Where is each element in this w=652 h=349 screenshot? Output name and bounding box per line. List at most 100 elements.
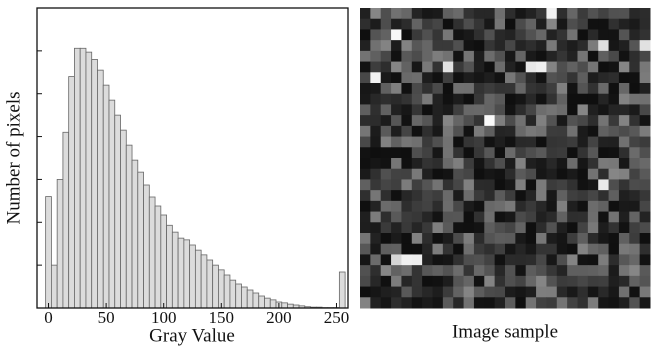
pixel — [484, 126, 495, 137]
pixel — [609, 254, 620, 265]
pixel — [381, 62, 392, 73]
pixel — [422, 104, 433, 115]
pixel — [505, 297, 516, 308]
pixel — [370, 19, 381, 30]
pixel — [567, 265, 578, 276]
pixel — [381, 115, 392, 126]
pixel — [360, 8, 371, 19]
pixel — [609, 244, 620, 255]
pixel — [381, 158, 392, 169]
pixel — [526, 287, 537, 298]
pixel — [567, 115, 578, 126]
pixel — [609, 72, 620, 83]
pixel — [360, 265, 371, 276]
pixel — [557, 287, 568, 298]
pixel — [484, 104, 495, 115]
pixel — [640, 287, 651, 298]
pixel — [536, 147, 547, 158]
pixel — [370, 265, 381, 276]
pixel — [640, 8, 651, 19]
pixel — [391, 51, 402, 62]
pixel — [515, 51, 526, 62]
pixel — [443, 19, 454, 30]
pixel — [381, 287, 392, 298]
pixel — [484, 115, 495, 126]
pixel — [598, 115, 609, 126]
pixel — [515, 158, 526, 169]
pixel — [546, 83, 557, 94]
pixel — [578, 222, 589, 233]
pixel — [422, 83, 433, 94]
pixel — [505, 94, 516, 105]
pixel — [422, 62, 433, 73]
image-sample — [360, 8, 651, 309]
pixel — [640, 244, 651, 255]
pixel — [567, 62, 578, 73]
pixel — [526, 29, 537, 40]
pixel — [536, 158, 547, 169]
pixel — [474, 287, 485, 298]
pixel — [391, 254, 402, 265]
pixel — [640, 265, 651, 276]
pixel — [619, 104, 630, 115]
pixel — [495, 83, 506, 94]
pixel — [629, 265, 640, 276]
pixel — [629, 19, 640, 30]
pixel — [526, 297, 537, 308]
pixel — [401, 40, 412, 51]
pixel — [598, 276, 609, 287]
pixel — [629, 201, 640, 212]
bar — [69, 77, 75, 308]
pixel — [505, 169, 516, 180]
pixel — [412, 244, 423, 255]
pixel — [422, 244, 433, 255]
pixel — [412, 115, 423, 126]
pixel — [640, 40, 651, 51]
pixel — [536, 29, 547, 40]
pixel — [433, 222, 444, 233]
pixel — [401, 222, 412, 233]
pixel — [629, 297, 640, 308]
pixel — [598, 147, 609, 158]
pixel — [381, 265, 392, 276]
pixel — [640, 62, 651, 73]
pixel — [453, 233, 464, 244]
pixel — [433, 244, 444, 255]
x-tick-label: 100 — [151, 308, 177, 327]
pixel — [619, 233, 630, 244]
pixel — [546, 126, 557, 137]
pixel — [391, 8, 402, 19]
pixel — [526, 83, 537, 94]
pixel — [567, 19, 578, 30]
pixel — [609, 158, 620, 169]
pixel — [588, 169, 599, 180]
pixel — [588, 137, 599, 148]
pixel — [474, 276, 485, 287]
pixel — [619, 212, 630, 223]
pixel — [370, 276, 381, 287]
pixel — [536, 169, 547, 180]
pixel — [588, 212, 599, 223]
pixel — [578, 179, 589, 190]
pixel — [412, 287, 423, 298]
bar — [63, 132, 69, 308]
pixel — [401, 147, 412, 158]
pixel — [443, 244, 454, 255]
pixel — [433, 83, 444, 94]
pixel — [546, 287, 557, 298]
pixel — [360, 51, 371, 62]
pixel — [401, 297, 412, 308]
pixel — [536, 104, 547, 115]
pixel — [557, 83, 568, 94]
pixel — [526, 233, 537, 244]
pixel — [598, 126, 609, 137]
pixel — [360, 244, 371, 255]
pixel — [474, 265, 485, 276]
pixel — [360, 190, 371, 201]
pixel — [370, 51, 381, 62]
pixel — [598, 94, 609, 105]
pixel — [505, 29, 516, 40]
pixel — [609, 201, 620, 212]
pixel — [578, 190, 589, 201]
pixel — [505, 179, 516, 190]
